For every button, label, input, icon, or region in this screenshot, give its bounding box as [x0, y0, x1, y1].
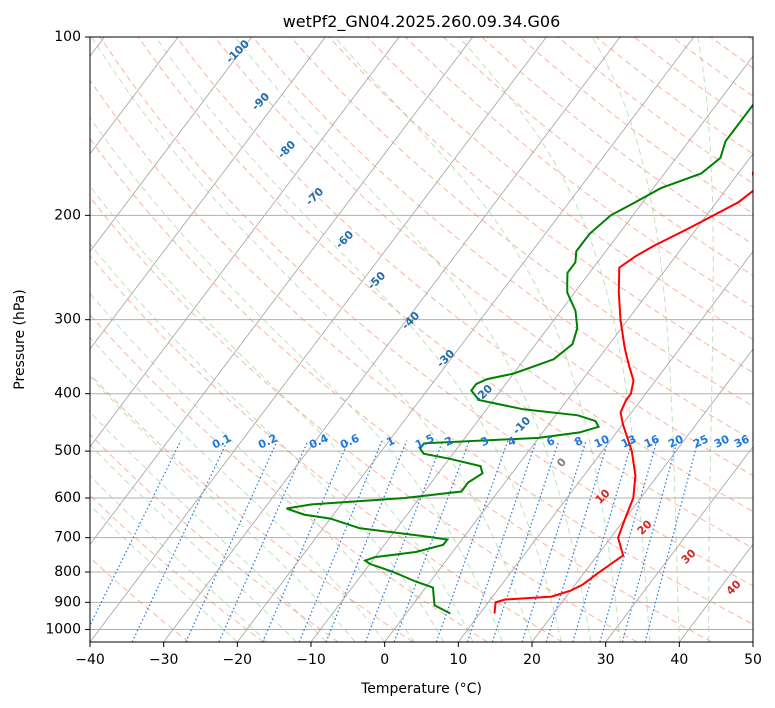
mixing-ratio-line: [466, 440, 537, 642]
moist-adiabat-line: [334, 37, 621, 642]
mixing-ratio-line: [131, 440, 229, 642]
x-tick-label: −40: [75, 652, 105, 668]
dry-adiabat-line: [404, 37, 753, 308]
x-tick-label: 50: [744, 652, 762, 668]
dry-adiabat-line: [90, 196, 638, 642]
y-tick-label: 200: [54, 207, 81, 223]
isotherm-line: [90, 37, 400, 448]
isotherm-line: [163, 37, 621, 642]
mixing-ratio-label: 10: [592, 432, 612, 450]
x-tick-label: 20: [523, 652, 541, 668]
mixing-ratio-line: [621, 440, 678, 642]
dry-adiabat-line: [90, 254, 563, 642]
x-tick-label: −10: [296, 652, 326, 668]
moist-adiabat-line: [697, 37, 714, 642]
dry-adiabat-line: [214, 37, 753, 477]
mixing-ratio-line: [491, 440, 560, 642]
isotherm-line: [384, 153, 753, 642]
isotherms: [90, 37, 753, 642]
isotherm-line: [531, 348, 753, 642]
mixing-ratio-label: 36: [732, 432, 752, 450]
dry-adiabat-line: [252, 37, 753, 442]
mixing-ratio-lines: [90, 440, 699, 642]
x-tick-label: 30: [597, 652, 615, 668]
dry-adiabat-line: [90, 137, 712, 642]
y-tick-label: 800: [54, 564, 81, 580]
moist-adiabat-line: [90, 116, 503, 642]
moist-adiabat-line: [90, 411, 327, 642]
y-tick-label: 100: [54, 29, 81, 45]
temperature-profile-line: [493, 169, 753, 614]
moist-adiabat-line: [90, 504, 238, 642]
x-axis-label: Temperature (°C): [360, 681, 482, 697]
y-tick-label: 700: [54, 530, 81, 546]
x-tick-label: −30: [149, 652, 179, 668]
moist-adiabat-line: [591, 37, 680, 642]
y-axis-label: Pressure (hPa): [12, 289, 28, 389]
mixing-ratio-line: [644, 440, 699, 642]
moist-adiabats: [90, 37, 714, 642]
isotherm-line: [90, 37, 547, 642]
dry-adiabat-line: [290, 37, 753, 407]
isotherm-line: [90, 37, 474, 546]
isotherm-line: [90, 37, 326, 350]
x-tick-label: 10: [449, 652, 467, 668]
mixing-ratio-line: [90, 440, 182, 627]
mixing-ratio-line: [262, 440, 349, 642]
plot-frame: [89, 36, 754, 643]
mixing-ratio-label: 30: [712, 432, 732, 450]
isotherm-line: [310, 55, 753, 642]
isotherm-line: [457, 250, 753, 642]
y-tick-label: 900: [54, 594, 81, 610]
moist-adiabat-line: [90, 475, 268, 642]
isotherm-line: [90, 37, 253, 253]
y-tick-label: 1000: [45, 621, 81, 637]
mixing-ratio-line: [572, 440, 633, 642]
y-tick-label: 500: [54, 443, 81, 459]
moist-adiabat-line: [91, 37, 533, 642]
isotherm-line: [605, 445, 753, 642]
x-tick-label: 40: [670, 652, 688, 668]
plot-area: -100-90-80-70-60-50-40-30-20-100 0.1 0.2 0…: [90, 37, 753, 642]
mixing-ratio-line: [545, 440, 609, 642]
dry-adiabat-line: [90, 373, 414, 642]
isotherm-line: [236, 37, 695, 642]
y-tick-label: 400: [54, 386, 81, 402]
y-axis-ticks: 1000 900 800 700 600 500 400 300 200 100: [45, 29, 90, 637]
mixing-ratio-label: 20: [666, 432, 686, 450]
mixing-ratio-line: [599, 440, 658, 642]
moist-adiabat-line: [90, 185, 474, 642]
y-tick-label: 300: [54, 312, 81, 328]
mixing-ratio-line: [218, 440, 309, 642]
mixing-ratio-line: [185, 440, 278, 642]
dry-adiabat-line: [176, 37, 753, 513]
mixing-ratio-labels: 0.1 0.2 0.4 0.6 1 1.5 2 3 4 6 8 10 13 16 20 25 30 36: [210, 431, 752, 451]
moist-adiabat-line: [234, 37, 592, 642]
moist-adiabat-line: [90, 336, 386, 642]
x-tick-label: −20: [223, 652, 253, 668]
dewpoint-profile-line: [286, 103, 753, 615]
isotherm-line: [90, 37, 179, 155]
moist-adiabat-line: [458, 37, 651, 642]
mixing-ratio-label: 16: [642, 432, 662, 450]
mixing-ratio-line: [521, 440, 587, 642]
mixing-ratio-line: [298, 440, 383, 642]
y-tick-label: 600: [54, 490, 81, 506]
x-tick-label: 0: [380, 652, 389, 668]
dry-adiabat-line: [90, 433, 339, 642]
mixing-ratio-label: 13: [619, 432, 638, 450]
mixing-ratio-label: 25: [691, 432, 710, 450]
moist-adiabat-line: [155, 37, 562, 642]
moist-adiabat-line: [90, 243, 445, 642]
mixing-ratio-line: [325, 440, 408, 642]
moist-adiabat-line: [90, 444, 297, 642]
x-axis-ticks: −40 −30 −20 −10 0 10 20 30 40 50: [75, 642, 762, 668]
chart-title: wetPf2_GN04.2025.260.09.34.G06: [283, 12, 561, 32]
